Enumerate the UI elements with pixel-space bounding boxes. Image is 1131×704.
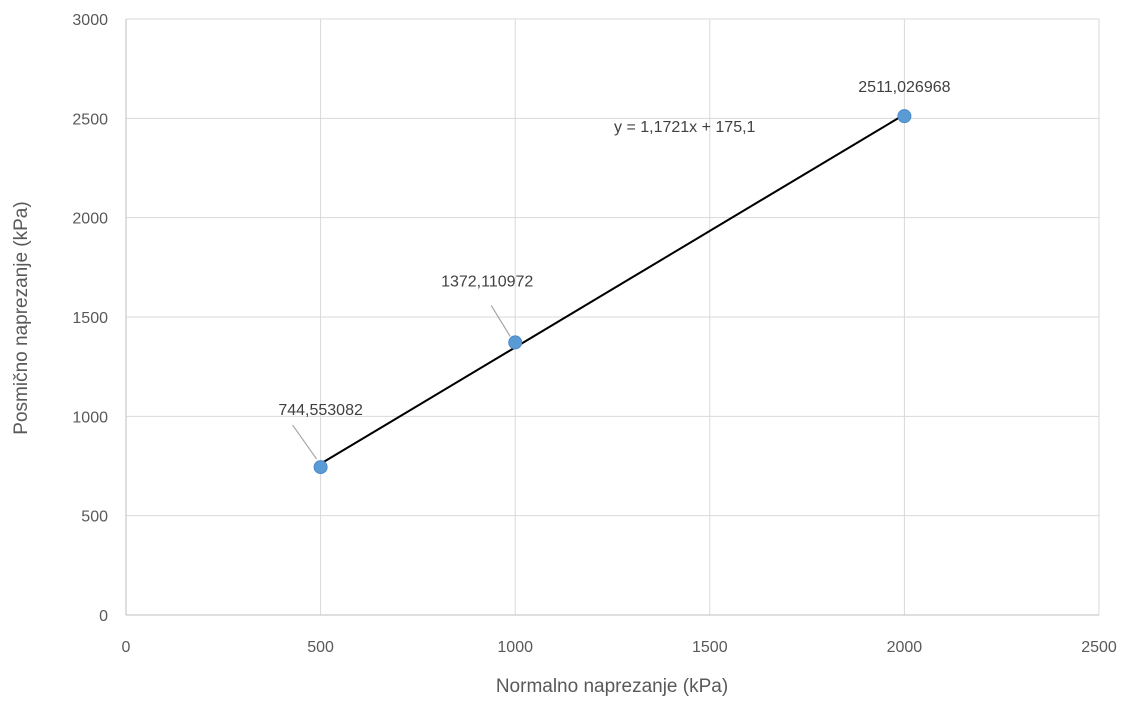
trendline-equation: y = 1,1721x + 175,1 [614, 119, 756, 136]
y-axis-title: Posmično naprezanje (kPa) [11, 201, 32, 434]
x-tick-label: 500 [307, 639, 334, 656]
trendline [320, 113, 905, 465]
x-tick-label: 1500 [692, 639, 728, 656]
data-point-label: 1372,110972 [441, 273, 533, 290]
data-point [897, 109, 912, 124]
y-tick-label: 2000 [72, 211, 108, 228]
leader-lines [292, 305, 511, 460]
data-label-leader [292, 424, 318, 460]
x-tick-label: 0 [122, 639, 131, 656]
y-tick-label: 500 [81, 509, 108, 526]
x-tick-label: 2000 [887, 639, 923, 656]
axes [125, 19, 1099, 616]
data-point [508, 335, 523, 350]
data-point-label: 2511,026968 [858, 79, 950, 96]
tick-labels: 0 500 1000 1500 2000 2500 0 500 1000 1500 2000 2500… [72, 12, 1116, 656]
data-labels: 744,553082 1372,110972 2511,026968 [278, 79, 950, 419]
y-tick-label: 1000 [72, 409, 108, 426]
data-label-leader [490, 305, 511, 337]
data-points [313, 109, 912, 475]
grid-lines [126, 18, 1100, 615]
x-tick-label: 2500 [1081, 639, 1117, 656]
y-tick-label: 1500 [72, 310, 108, 327]
x-axis-title: Normalno naprezanje (kPa) [496, 676, 728, 697]
y-tick-label: 0 [99, 608, 108, 625]
trendline-layer [320, 113, 905, 465]
data-point-label: 744,553082 [278, 402, 363, 419]
y-tick-label: 3000 [72, 12, 108, 29]
y-tick-label: 2500 [72, 111, 108, 128]
x-tick-label: 1000 [497, 639, 533, 656]
data-point [313, 460, 328, 475]
